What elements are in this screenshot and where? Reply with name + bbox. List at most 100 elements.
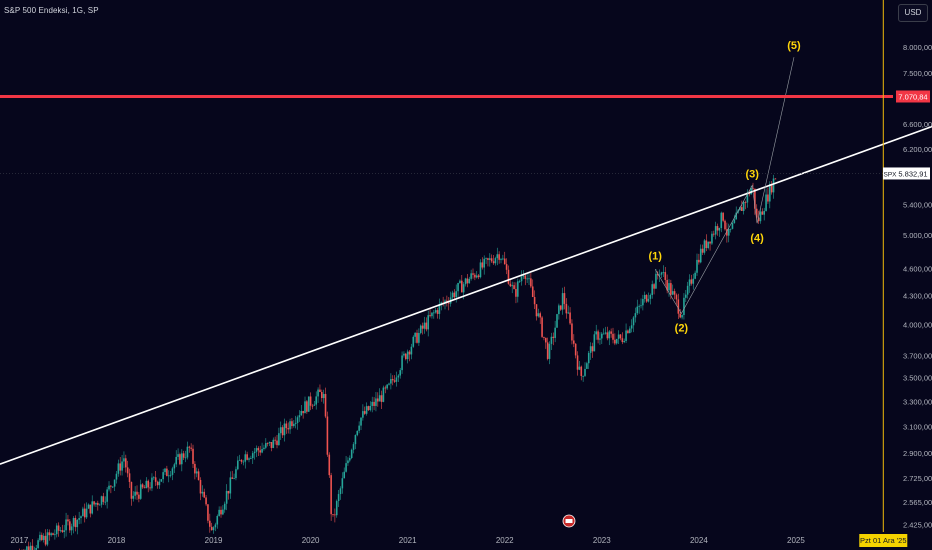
candle	[686, 281, 689, 299]
symbol-tag	[883, 167, 897, 180]
candle	[102, 492, 105, 505]
candle	[345, 456, 347, 473]
candle	[550, 332, 553, 351]
candle	[406, 349, 409, 364]
candle	[375, 392, 377, 412]
candle	[302, 410, 304, 419]
candle	[160, 478, 163, 483]
candle	[70, 523, 73, 536]
candle	[569, 307, 571, 326]
candle	[520, 270, 523, 286]
candle	[440, 301, 443, 311]
candle	[509, 278, 512, 288]
candle	[362, 404, 364, 421]
candle	[552, 332, 555, 346]
wave-label[interactable]: (4)	[750, 232, 764, 244]
candle	[487, 257, 489, 267]
candle	[716, 223, 719, 236]
candle	[615, 338, 618, 345]
candle	[470, 269, 472, 281]
candle	[151, 473, 153, 492]
candle	[731, 221, 734, 230]
candle	[705, 234, 708, 252]
resistance-price-label: 7.070,84	[898, 92, 927, 101]
candle	[358, 421, 360, 434]
candle	[195, 467, 198, 478]
candle	[759, 208, 762, 224]
candle	[57, 522, 60, 537]
candle	[625, 323, 627, 344]
candle	[199, 477, 202, 501]
candle	[597, 329, 599, 344]
candle	[209, 513, 211, 533]
time-axis[interactable]: 201720182019202020212022202320242025EylP…	[11, 514, 908, 547]
candle	[679, 309, 682, 319]
candle	[281, 425, 284, 439]
wave-label[interactable]: (3)	[746, 169, 760, 181]
candle	[513, 282, 515, 290]
candle	[244, 450, 247, 469]
candle	[48, 529, 51, 541]
cursor-date-label: Pzt 01 Ara '25	[860, 536, 906, 545]
candle	[373, 397, 375, 411]
candle	[158, 478, 161, 489]
price-axis[interactable]: 8.000,00 7.500,00 6.600,00 6.200,00 5.400,00…	[883, 43, 932, 530]
last-price-label: 5.832,91	[898, 169, 927, 178]
candle	[390, 373, 392, 390]
candle	[89, 504, 92, 518]
candle	[436, 307, 439, 319]
candle	[106, 487, 108, 509]
candle	[117, 459, 120, 477]
candle	[533, 290, 536, 309]
candle	[765, 188, 767, 212]
wave-label[interactable]: (2)	[675, 322, 689, 334]
candle	[334, 508, 336, 523]
candle	[418, 328, 420, 346]
candle	[235, 466, 237, 481]
wave-label[interactable]: (5)	[787, 40, 801, 52]
candle	[414, 332, 416, 343]
candle	[388, 382, 390, 386]
candle	[166, 465, 168, 477]
candle	[537, 308, 540, 318]
candle	[507, 265, 510, 285]
trendline[interactable]	[0, 0, 932, 465]
candle	[701, 244, 704, 256]
candle	[526, 272, 528, 284]
candle	[298, 410, 301, 422]
candle	[733, 214, 736, 224]
candle	[153, 476, 155, 481]
candle	[248, 457, 250, 463]
candle	[675, 293, 678, 305]
candle	[393, 375, 396, 383]
y-tick-label: 3.100,00	[903, 422, 932, 431]
candle	[655, 269, 657, 289]
candle	[565, 298, 568, 319]
candle	[61, 524, 64, 533]
candle	[742, 200, 745, 215]
candle	[774, 178, 777, 180]
candle	[726, 222, 728, 243]
candle	[350, 448, 353, 460]
y-tick-label: 5.400,00	[903, 200, 932, 209]
y-tick-label: 2.425,00	[903, 521, 932, 530]
candle	[619, 334, 622, 341]
candle	[125, 454, 127, 473]
candle	[201, 485, 204, 497]
candles-layer	[19, 174, 777, 550]
currency-button[interactable]: USD	[898, 4, 928, 22]
candle	[558, 303, 560, 320]
candle	[563, 286, 566, 310]
candle	[498, 251, 500, 264]
candle	[429, 308, 431, 318]
x-tick-label: 2017	[11, 536, 29, 545]
candle	[250, 455, 252, 460]
candle	[489, 253, 491, 267]
candle	[531, 279, 534, 298]
wave-label[interactable]: (1)	[648, 250, 662, 262]
candle	[584, 362, 586, 378]
candle	[356, 430, 359, 437]
wave-path[interactable]	[654, 57, 795, 315]
candle	[711, 231, 713, 246]
